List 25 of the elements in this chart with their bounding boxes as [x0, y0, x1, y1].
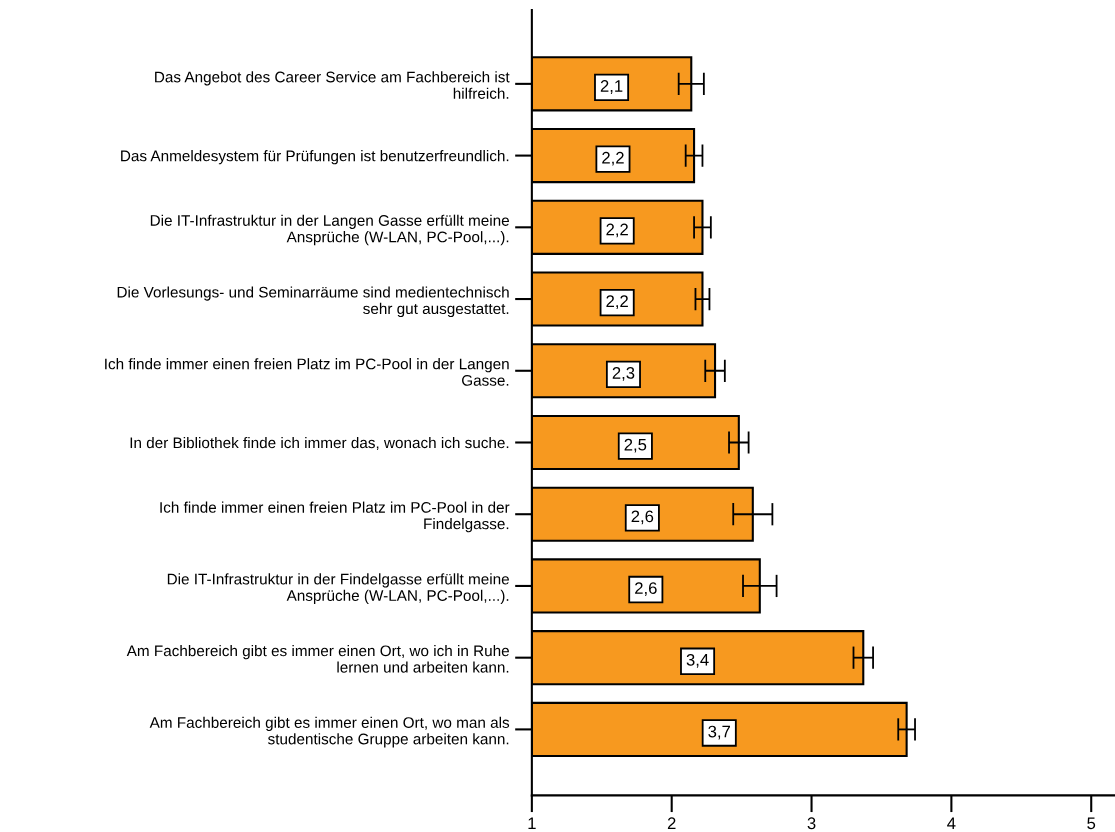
data-label: 3,7 — [708, 725, 730, 740]
y-tick-label: Die IT-Infrastruktur in der Langen Gasse erfüllt meine Ansprüche (W-LAN, PC-Pool,...). — [150, 214, 509, 246]
y-tick-label: Ich finde immer einen freien Platz im PC-Pool in der Findelgasse. — [160, 501, 510, 533]
data-label: 2,6 — [631, 510, 654, 525]
data-label: 2,2 — [606, 223, 628, 238]
y-tick-label: Die Vorlesungs- und Seminarräume sind medientechnisch sehr gut ausgestattet. — [117, 286, 509, 318]
data-label: 2,6 — [635, 582, 657, 596]
y-tick-label: Am Fachbereich gibt es immer einen Ort, wo man als studentische Gruppe arbeiten kann. — [149, 716, 510, 748]
data-label: 2,5 — [624, 438, 647, 453]
data-label: 2,1 — [600, 80, 623, 94]
y-tick-label: Am Fachbereich gibt es immer einen Ort, wo ich in Ruhe lernen und arbeiten kann. — [126, 645, 509, 673]
data-label: 2,3 — [612, 367, 635, 381]
x-tick-label: 2 — [667, 817, 676, 829]
x-tick-label: 4 — [947, 817, 956, 829]
y-tick-label: Das Angebot des Career Service am Fachbereich ist hilfreich. — [155, 71, 510, 99]
data-label: 3,4 — [686, 653, 709, 668]
y-tick-label: Ich finde immer einen freien Platz im PC-Pool in der Langen Gasse. — [105, 358, 509, 386]
data-label: 2,2 — [602, 151, 624, 166]
x-tick-label: 5 — [1087, 817, 1096, 830]
y-tick-label: Das Anmeldesystem für Prüfungen ist benutzerfreundlich. — [121, 150, 509, 165]
y-tick-label: Die IT-Infrastruktur in der Findelgasse erfüllt meine Ansprüche (W-LAN, PC-Pool,...). — [167, 573, 509, 604]
x-tick-label: 1 — [528, 817, 536, 829]
y-tick-label: In der Bibliothek finde ich immer das, wonach ich suche. — [130, 436, 509, 450]
data-label: 2,2 — [606, 295, 628, 310]
x-tick-label: 3 — [807, 817, 816, 830]
